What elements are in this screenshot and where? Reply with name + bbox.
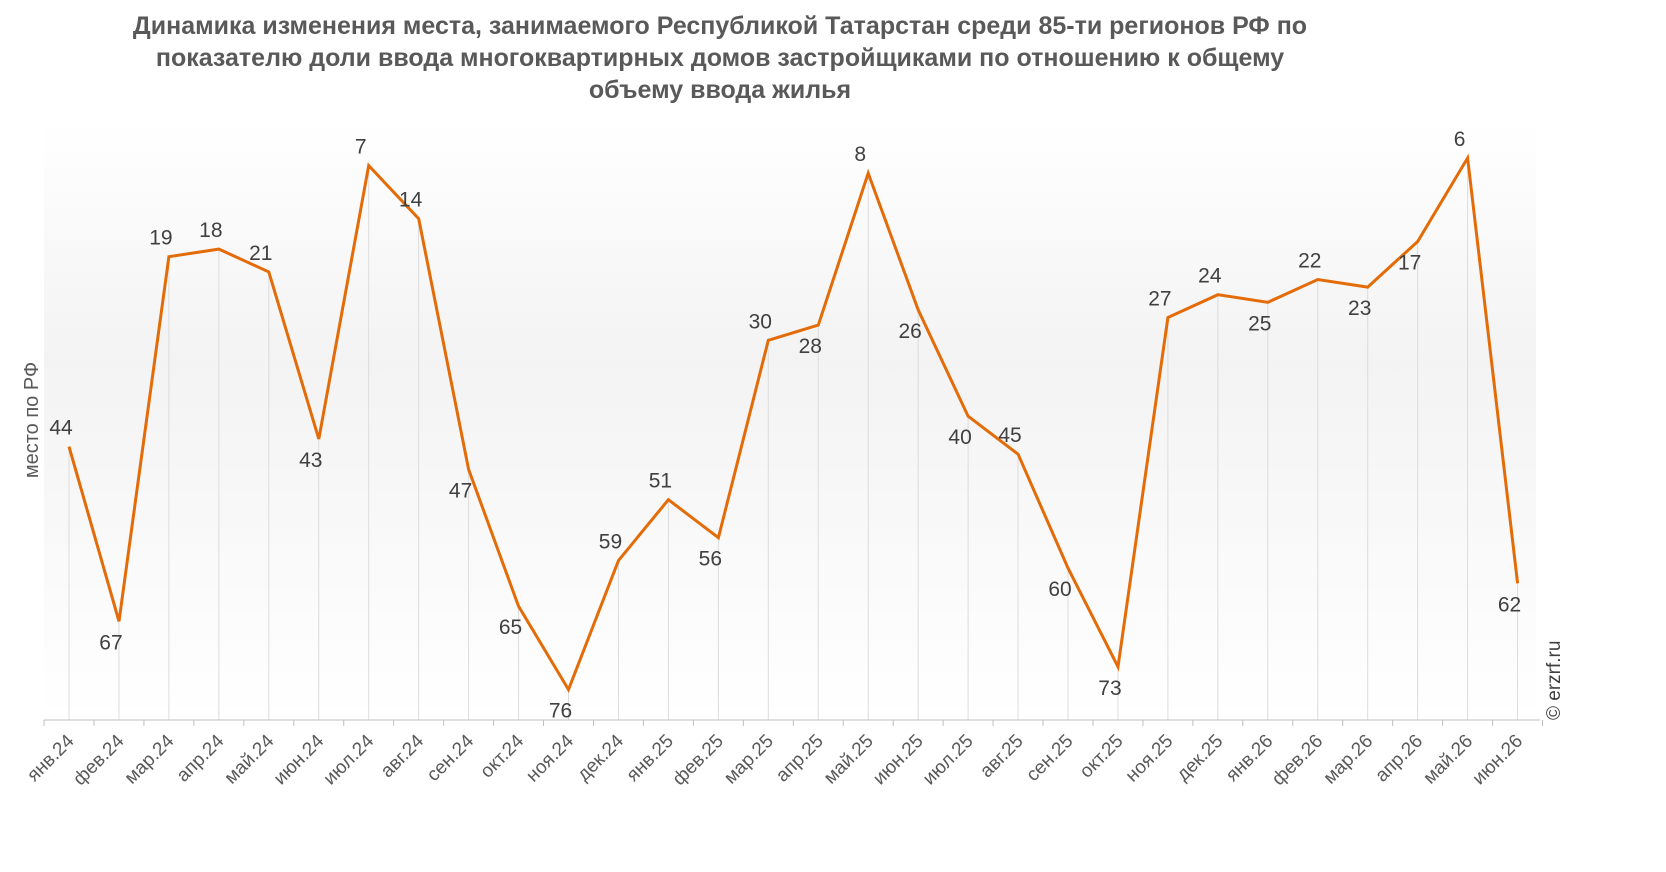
x-tick-label: янв.25 — [623, 731, 678, 786]
plot-area — [44, 120, 1536, 720]
x-tick-labels: янв.24фев.24мар.24апр.24май.24июн.24июл.… — [23, 730, 1527, 790]
x-tick-label: апр.24 — [173, 730, 229, 786]
x-tick-label: авг.25 — [976, 731, 1027, 782]
x-tick-label: окт.25 — [1076, 731, 1128, 783]
x-tick-label: мар.24 — [121, 730, 179, 788]
watermark: © erzrf.ru — [1544, 641, 1565, 720]
data-label: 14 — [399, 189, 423, 212]
chart-title-line-1: Динамика изменения места, занимаемого Ре… — [132, 12, 1308, 40]
data-label: 65 — [499, 616, 522, 639]
x-tick-label: янв.24 — [23, 730, 79, 786]
x-tick-label: фев.26 — [1268, 731, 1327, 790]
data-label: 25 — [1248, 312, 1271, 335]
x-tick-label: май.24 — [221, 730, 279, 788]
x-tick-label: июл.25 — [919, 731, 978, 790]
x-tick-label: окт.24 — [476, 730, 528, 782]
x-tick-label: июл.24 — [320, 730, 379, 789]
data-label: 73 — [1098, 677, 1121, 700]
data-label: 18 — [199, 219, 222, 242]
x-tick-label: ноя.25 — [1122, 731, 1178, 787]
x-tick-label: дек.25 — [1173, 731, 1228, 786]
x-tick-label: фев.24 — [69, 730, 128, 789]
tick-layer — [43, 720, 1544, 726]
x-tick-label: июн.26 — [1469, 731, 1528, 790]
data-label: 24 — [1198, 265, 1222, 288]
data-label: 17 — [1398, 252, 1421, 275]
x-tick-label: ноя.24 — [522, 730, 578, 786]
data-label: 7 — [355, 136, 367, 159]
data-label: 60 — [1048, 578, 1071, 601]
chart-title-line-2: показателю доли ввода многоквартирных до… — [155, 44, 1285, 72]
data-label: 23 — [1348, 297, 1371, 320]
data-label: 56 — [699, 548, 722, 571]
data-label: 45 — [998, 424, 1021, 447]
data-label: 59 — [599, 531, 622, 554]
data-label: 27 — [1148, 287, 1171, 310]
label-layer: 44 67 19 18 21 43 7 14 47 65 76 59 51 56 30 28 8 26 40 45 60… — [49, 128, 1521, 723]
data-label: 8 — [854, 143, 866, 166]
x-tick-label: апр.25 — [772, 731, 828, 787]
data-label: 30 — [749, 310, 772, 333]
data-label: 76 — [549, 700, 572, 723]
x-tick-label: май.25 — [820, 731, 878, 789]
x-tick-label: сен.25 — [1022, 731, 1077, 786]
x-tick-label: май.26 — [1419, 731, 1477, 789]
data-label: 21 — [249, 242, 272, 265]
data-label: 47 — [449, 479, 472, 502]
x-tick-label: июн.24 — [270, 730, 329, 789]
data-label: 62 — [1498, 593, 1521, 616]
y-axis-title: место по РФ — [21, 362, 43, 478]
x-tick-label: дек.24 — [573, 730, 628, 785]
grid-layer — [68, 157, 1519, 720]
data-label: 44 — [49, 417, 73, 440]
data-label: 19 — [149, 227, 172, 250]
data-label: 67 — [99, 631, 122, 654]
x-tick-label: апр.26 — [1371, 731, 1427, 787]
x-tick-label: мар.26 — [1320, 731, 1378, 789]
data-label: 40 — [948, 426, 971, 449]
x-tick-label: авг.24 — [377, 730, 429, 782]
x-tick-label: фев.25 — [669, 731, 728, 790]
chart-title: Динамика изменения места, занимаемого Ре… — [120, 10, 1320, 106]
data-label: 28 — [799, 335, 822, 358]
data-label: 26 — [898, 320, 921, 343]
series-line — [67, 153, 1520, 694]
data-label: 51 — [649, 470, 672, 493]
data-label: 43 — [299, 449, 322, 472]
x-tick-label: янв.26 — [1222, 731, 1277, 786]
x-tick-label: июн.25 — [869, 731, 928, 790]
data-label: 6 — [1454, 128, 1466, 151]
data-label: 22 — [1298, 249, 1321, 272]
chart-title-line-3: объему ввода жилья — [588, 76, 852, 104]
x-tick-label: сен.24 — [423, 730, 478, 785]
x-tick-label: мар.25 — [720, 731, 778, 789]
